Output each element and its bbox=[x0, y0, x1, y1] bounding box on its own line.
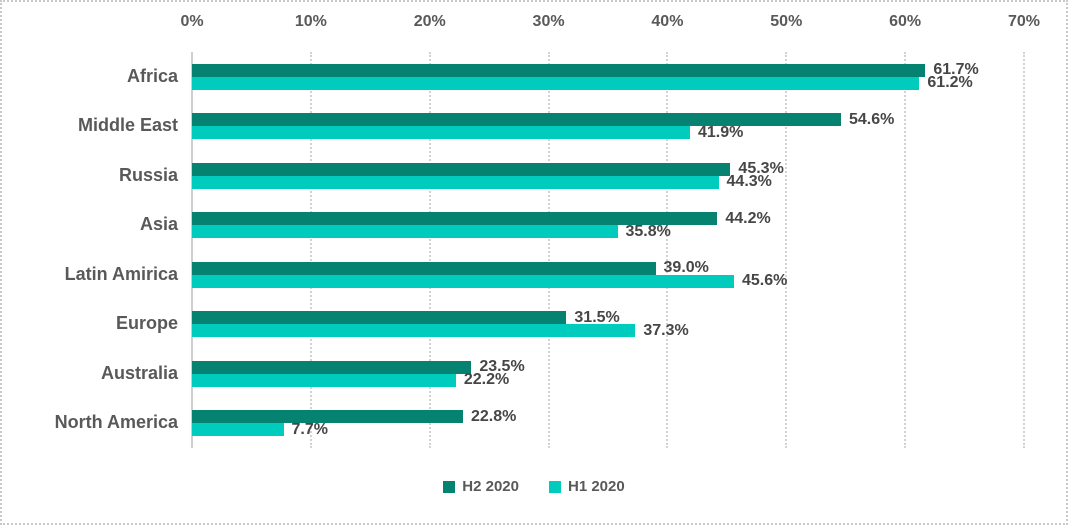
x-tick-label: 20% bbox=[413, 13, 446, 30]
data-label-h1-2020-australia: 22.2% bbox=[463, 371, 510, 389]
data-label-h2-2020-middle-east: 54.6% bbox=[848, 110, 895, 128]
gridline bbox=[785, 52, 788, 448]
bar-h1-2020-north-america bbox=[192, 423, 284, 437]
gridline bbox=[309, 52, 312, 448]
bar-h1-2020-latin-amirica bbox=[192, 274, 734, 288]
bar-h2-2020-africa bbox=[192, 63, 926, 77]
bar-h1-2020-africa bbox=[192, 76, 920, 90]
data-label-h2-2020-australia: 23.5% bbox=[479, 358, 525, 376]
value-axis-line bbox=[191, 52, 193, 448]
legend-swatch-h1-2020 bbox=[549, 480, 561, 493]
bar-h2-2020-asia bbox=[192, 212, 718, 226]
category-label-north-america: North America bbox=[54, 412, 178, 433]
data-label-h2-2020-latin-amirica: 39.0% bbox=[663, 259, 709, 277]
legend-label: H2 2020 bbox=[462, 478, 519, 495]
data-label-h2-2020-asia: 44.2% bbox=[725, 209, 771, 227]
gridline bbox=[547, 52, 550, 448]
legend-item-h1-2020: H1 2020 bbox=[549, 478, 625, 495]
gridline bbox=[904, 52, 907, 448]
category-label-africa: Africa bbox=[126, 65, 178, 86]
data-label-h1-2020-russia: 44.3% bbox=[726, 173, 772, 191]
gridline bbox=[1023, 52, 1025, 448]
bar-h1-2020-australia bbox=[192, 373, 456, 387]
data-label-h1-2020-middle-east: 41.9% bbox=[698, 123, 744, 141]
category-label-australia: Australia bbox=[100, 362, 178, 383]
x-tick-label: 60% bbox=[889, 13, 922, 30]
gridline bbox=[428, 52, 431, 448]
data-label-h2-2020-russia: 45.3% bbox=[738, 160, 784, 178]
gridline bbox=[666, 52, 669, 448]
x-tick-label: 50% bbox=[770, 13, 803, 30]
bar-h2-2020-north-america bbox=[192, 410, 463, 424]
data-label-h1-2020-latin-amirica: 45.6% bbox=[741, 272, 788, 290]
bar-h2-2020-russia bbox=[192, 162, 731, 176]
x-tick-label: 40% bbox=[651, 13, 684, 30]
x-tick-label: 70% bbox=[1007, 13, 1041, 30]
data-label-h1-2020-europe: 37.3% bbox=[643, 321, 689, 339]
category-label-russia: Russia bbox=[118, 164, 178, 185]
legend-item-h2-2020: H2 2020 bbox=[443, 478, 519, 495]
category-label-asia: Asia bbox=[139, 214, 178, 235]
data-label-h1-2020-africa: 61.2% bbox=[927, 74, 973, 92]
legend-label: H1 2020 bbox=[568, 478, 625, 495]
bar-h1-2020-middle-east bbox=[192, 126, 690, 140]
data-label-h2-2020-africa: 61.7% bbox=[933, 61, 979, 79]
bar-h1-2020-europe bbox=[192, 324, 636, 338]
x-tick-label: 0% bbox=[180, 13, 204, 30]
bar-h2-2020-latin-amirica bbox=[192, 261, 656, 275]
category-label-middle-east: Middle East bbox=[77, 115, 178, 136]
data-label-h2-2020-north-america: 22.8% bbox=[470, 407, 517, 425]
legend: H2 2020 H1 2020 bbox=[2, 478, 1066, 495]
x-tick-label: 10% bbox=[294, 13, 327, 30]
data-label-h1-2020-north-america: 7.7% bbox=[291, 420, 328, 438]
bar-h2-2020-middle-east bbox=[192, 113, 841, 127]
bar-h2-2020-australia bbox=[192, 360, 472, 374]
bar-h1-2020-russia bbox=[192, 175, 719, 189]
category-label-europe: Europe bbox=[115, 313, 178, 334]
data-label-h2-2020-europe: 31.5% bbox=[574, 308, 620, 326]
category-label-latin-amirica: Latin Amirica bbox=[64, 263, 178, 284]
x-tick-label: 30% bbox=[532, 13, 565, 30]
data-label-h1-2020-asia: 35.8% bbox=[625, 222, 671, 240]
bar-h2-2020-europe bbox=[192, 311, 567, 325]
bar-h1-2020-asia bbox=[192, 225, 618, 239]
legend-swatch-h2-2020 bbox=[443, 480, 456, 493]
